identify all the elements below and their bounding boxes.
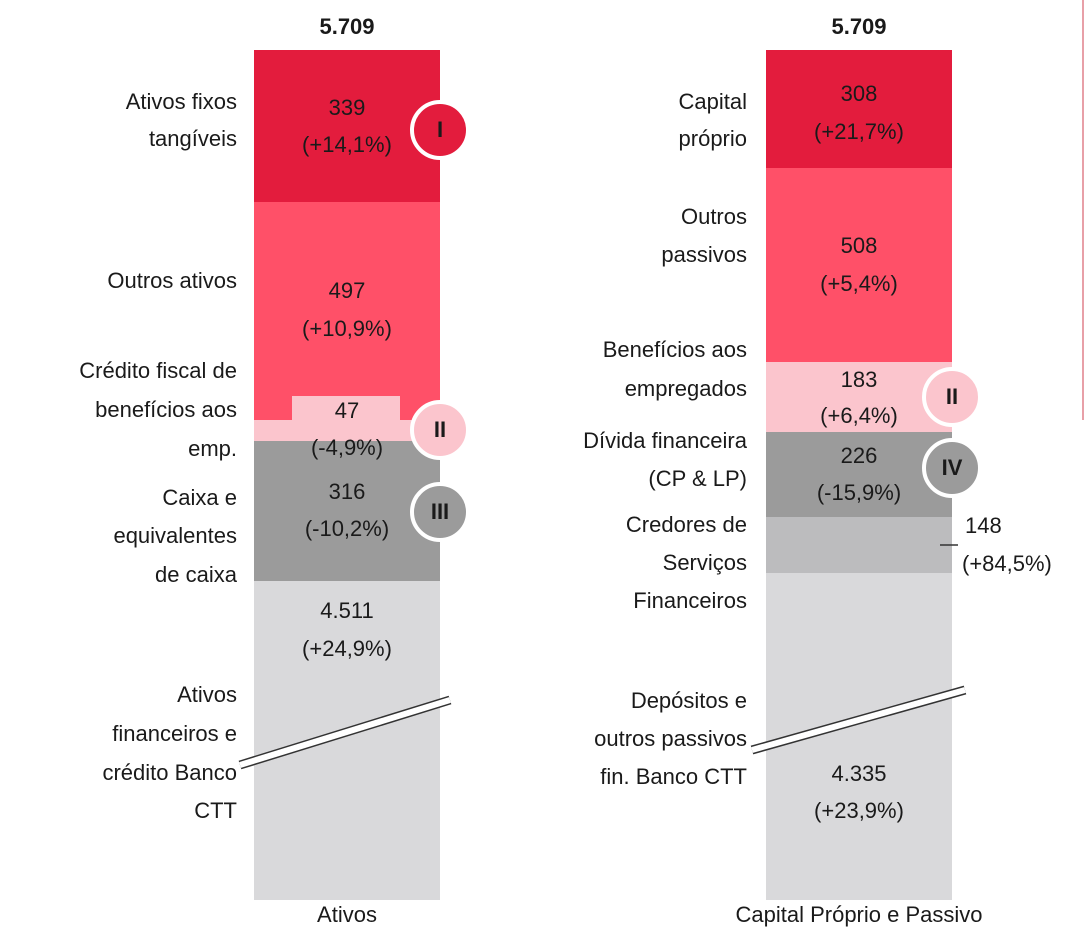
segment-change: (+6,4%) xyxy=(820,403,898,428)
segment-value: 183 xyxy=(841,367,878,392)
break-gap xyxy=(751,687,966,753)
badge xyxy=(410,400,470,460)
segment-name: Crédito fiscal de xyxy=(79,358,237,383)
segment-value: 316 xyxy=(329,479,366,504)
badge-label: III xyxy=(431,499,449,524)
segment-name: outros passivos xyxy=(594,726,747,751)
segment-change: (-15,9%) xyxy=(817,480,901,505)
segment-name: Credores de xyxy=(626,512,747,537)
column-total: 5.709 xyxy=(831,14,886,39)
segment-value: 497 xyxy=(329,278,366,303)
segment xyxy=(254,441,440,581)
segment-name: Dívida financeira xyxy=(583,428,748,453)
segment xyxy=(766,50,952,168)
segment-name: Financeiros xyxy=(633,588,747,613)
segment-change: (+10,9%) xyxy=(302,316,392,341)
badge-label: II xyxy=(434,417,446,442)
segment xyxy=(766,517,952,573)
segment-name: Serviços xyxy=(663,550,747,575)
segment-name: Capital xyxy=(679,89,747,114)
segment-change: (+14,1%) xyxy=(302,132,392,157)
segment-name: de caixa xyxy=(155,562,238,587)
segment-name: Benefícios aos xyxy=(603,337,747,362)
segment-name: Outros ativos xyxy=(107,268,237,293)
segment-change: (+24,9%) xyxy=(302,636,392,661)
segment-name: Outros xyxy=(681,204,747,229)
badge-label: IV xyxy=(942,455,963,480)
segment-name: Caixa e xyxy=(162,485,237,510)
break-gap xyxy=(239,697,451,768)
column-total: 5.709 xyxy=(319,14,374,39)
segment-name: Ativos xyxy=(177,682,237,707)
badge xyxy=(410,100,470,160)
segment-value: 226 xyxy=(841,443,878,468)
badge-label: II xyxy=(946,384,958,409)
segment-value: 148 xyxy=(965,513,1002,538)
segment xyxy=(766,168,952,362)
segment-name: emp. xyxy=(188,436,237,461)
segment xyxy=(254,581,440,900)
segment-name: equivalentes xyxy=(113,523,237,548)
segment-name: empregados xyxy=(625,376,747,401)
segment xyxy=(766,362,952,432)
segment xyxy=(766,432,952,517)
segment-name: tangíveis xyxy=(149,126,237,151)
segment-name: benefícios aos xyxy=(95,397,237,422)
segment xyxy=(254,50,440,202)
segment-value: 47 xyxy=(335,398,359,423)
segment-name: CTT xyxy=(194,798,237,823)
segment-value: 339 xyxy=(329,95,366,120)
segment-name: crédito Banco xyxy=(102,760,237,785)
badge xyxy=(410,482,470,542)
segment-name: financeiros e xyxy=(112,721,237,746)
segment-name: Ativos fixos xyxy=(126,89,237,114)
badge xyxy=(922,438,982,498)
segment-value: 508 xyxy=(841,233,878,258)
segment-change: (-10,2%) xyxy=(305,516,389,541)
segment-name: fin. Banco CTT xyxy=(600,764,747,789)
badge-label: I xyxy=(437,117,443,142)
segment-change: (+23,9%) xyxy=(814,798,904,823)
column-label: Ativos xyxy=(317,902,377,927)
segment-name: Depósitos e xyxy=(631,688,747,713)
segment-value: 4.335 xyxy=(831,761,886,786)
segment-name: (CP & LP) xyxy=(648,466,747,491)
segment-change: (-4,9%) xyxy=(311,435,383,460)
segment-value: 4.511 xyxy=(320,598,373,623)
segment-change: (+5,4%) xyxy=(820,271,898,296)
segment-change: (+84,5%) xyxy=(962,551,1052,576)
segment xyxy=(254,202,440,420)
segment-name: passivos xyxy=(661,242,747,267)
column-label: Capital Próprio e Passivo xyxy=(735,902,982,927)
segment-change: (+21,7%) xyxy=(814,119,904,144)
badge xyxy=(922,367,982,427)
segment-value: 308 xyxy=(841,81,878,106)
segment-name: próprio xyxy=(679,126,747,151)
